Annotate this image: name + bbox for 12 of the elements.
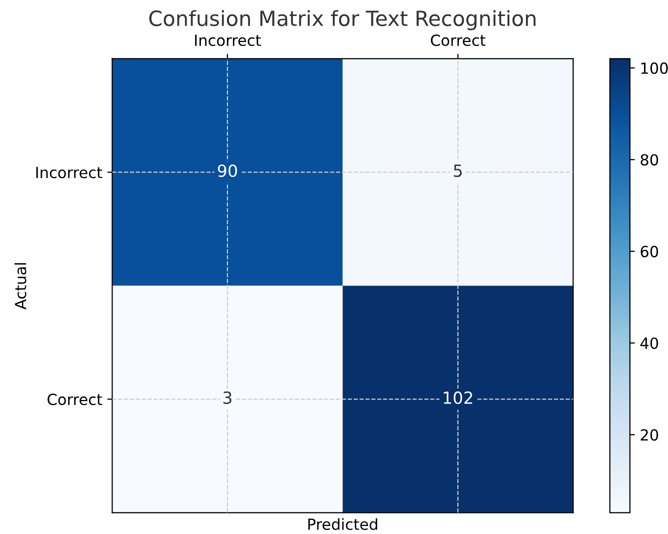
color-bar-label: 20	[640, 429, 658, 441]
data-label: 3	[223, 391, 232, 404]
data-label: 90	[218, 164, 237, 178]
color-bar-label: 100	[641, 62, 668, 74]
color-bar-label: 80	[640, 154, 658, 166]
color-bar-label: 40	[640, 337, 658, 350]
color-bar-label: 60	[640, 246, 658, 258]
chart-title: Confusion Matrix for Text Recognition	[149, 10, 536, 30]
x-axis-title: Predicted	[308, 518, 378, 530]
data-label: 102	[444, 391, 472, 404]
y-axis-title: Actual	[14, 263, 26, 310]
data-label: 5	[454, 164, 462, 178]
